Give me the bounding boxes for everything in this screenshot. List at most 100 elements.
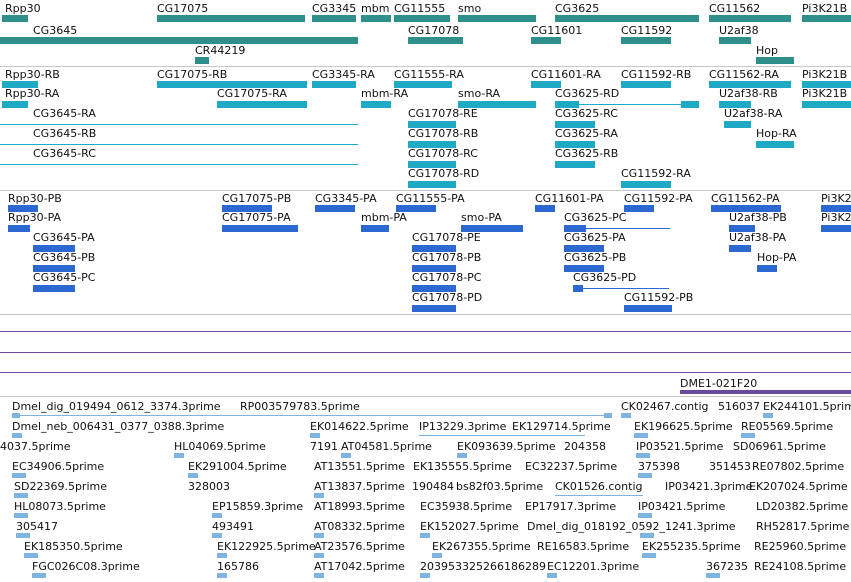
est-label[interactable]: AT04581.5prime bbox=[341, 440, 432, 453]
transcript-bar[interactable] bbox=[361, 101, 391, 108]
gene-label[interactable]: CG11562 bbox=[709, 2, 761, 15]
est-label[interactable]: HL08073.5prime bbox=[14, 500, 106, 513]
est-label[interactable]: 375398 bbox=[638, 460, 680, 473]
gene-bar[interactable] bbox=[408, 37, 463, 44]
gene-bar[interactable] bbox=[361, 15, 391, 22]
est-label[interactable]: EK135555.5prime bbox=[413, 460, 512, 473]
est-bar[interactable] bbox=[217, 553, 227, 558]
protein-label[interactable]: CG3645-PC bbox=[33, 271, 96, 284]
est-label[interactable]: Dmel_dig_018192_0592_1241.3prime bbox=[527, 520, 736, 533]
protein-bar[interactable] bbox=[729, 245, 751, 252]
protein-bar[interactable] bbox=[564, 245, 604, 252]
protein-bar[interactable] bbox=[33, 265, 75, 272]
gene-bar[interactable] bbox=[195, 57, 209, 64]
protein-label[interactable]: Hop-PA bbox=[757, 251, 797, 264]
transcript-bar[interactable] bbox=[719, 101, 751, 108]
transcript-bar[interactable] bbox=[217, 101, 307, 108]
gene-label[interactable]: Pi3K21B bbox=[802, 2, 848, 15]
protein-bar[interactable] bbox=[821, 225, 851, 232]
transcript-label[interactable]: CG17078-RD bbox=[408, 167, 480, 180]
est-bar[interactable] bbox=[604, 413, 612, 418]
protein-label[interactable]: CG3645-PA bbox=[33, 231, 95, 244]
transcript-bar[interactable] bbox=[2, 101, 28, 108]
est-bar[interactable] bbox=[212, 533, 222, 538]
est-label[interactable]: bs82f03.5prime bbox=[456, 480, 544, 493]
protein-bar[interactable] bbox=[535, 205, 555, 212]
est-label[interactable]: AT13837.5prime bbox=[314, 480, 405, 493]
est-label[interactable]: 493491 bbox=[212, 520, 254, 533]
protein-label[interactable]: CG3345-PA bbox=[315, 192, 377, 205]
gene-bar[interactable] bbox=[0, 37, 358, 44]
protein-label[interactable]: Rpp30-PA bbox=[8, 211, 62, 224]
transcript-bar[interactable] bbox=[531, 81, 561, 88]
est-label[interactable]: 190484 bbox=[412, 480, 454, 493]
est-bar[interactable] bbox=[14, 493, 28, 498]
est-label[interactable]: EK244101.5prime bbox=[763, 400, 851, 413]
est-bar[interactable] bbox=[310, 433, 320, 438]
est-label[interactable]: SD22369.5prime bbox=[14, 480, 107, 493]
est-bar[interactable] bbox=[314, 573, 324, 578]
est-label[interactable]: EP17917.3prime bbox=[525, 500, 617, 513]
protein-bar[interactable] bbox=[573, 285, 583, 292]
est-bar[interactable] bbox=[763, 413, 773, 418]
transcript-bar[interactable] bbox=[408, 181, 456, 188]
est-label[interactable]: RE16583.5prime bbox=[537, 540, 630, 553]
est-label[interactable]: IP03421.3prime bbox=[665, 480, 753, 493]
transcript-label[interactable]: CG17078-RC bbox=[408, 147, 478, 160]
protein-bar[interactable] bbox=[412, 245, 456, 252]
est-label[interactable]: RE07802.5prime bbox=[752, 460, 845, 473]
transcript-label[interactable]: CG17075-RB bbox=[157, 68, 228, 81]
protein-bar[interactable] bbox=[412, 285, 456, 292]
protein-bar[interactable] bbox=[461, 225, 523, 232]
transcript-label[interactable]: CG3345-RA bbox=[312, 68, 375, 81]
protein-label[interactable]: CG3625-PC bbox=[564, 211, 627, 224]
gene-bar[interactable] bbox=[802, 15, 851, 22]
protein-label[interactable]: U2af38-PB bbox=[729, 211, 787, 224]
est-bar[interactable] bbox=[432, 553, 442, 558]
est-label[interactable]: EP15859.3prime bbox=[212, 500, 304, 513]
protein-label[interactable]: CG17078-PC bbox=[412, 271, 482, 284]
protein-bar[interactable] bbox=[222, 205, 272, 212]
transcript-bar[interactable] bbox=[621, 181, 671, 188]
est-label[interactable]: 325266 bbox=[462, 560, 504, 573]
transcript-bar[interactable] bbox=[408, 161, 456, 168]
protein-bar[interactable] bbox=[564, 225, 586, 232]
gene-label[interactable]: CG3645 bbox=[33, 24, 78, 37]
transcript-label[interactable]: CG3625-RC bbox=[555, 107, 618, 120]
gene-bar[interactable] bbox=[555, 15, 699, 22]
protein-label[interactable]: Pi3K2 bbox=[821, 211, 851, 224]
est-label[interactable]: RE05569.5prime bbox=[741, 420, 834, 433]
transcript-label[interactable]: U2af38-RB bbox=[719, 87, 778, 100]
protein-bar[interactable] bbox=[564, 265, 604, 272]
est-label[interactable]: AT23576.5prime bbox=[314, 540, 405, 553]
est-bar[interactable] bbox=[32, 573, 46, 578]
est-bar[interactable] bbox=[188, 473, 198, 478]
transcript-label[interactable]: Rpp30-RB bbox=[5, 68, 60, 81]
est-bar[interactable] bbox=[640, 533, 654, 538]
transcript-bar[interactable] bbox=[555, 161, 595, 168]
est-label[interactable]: EC34906.5prime bbox=[12, 460, 105, 473]
transcript-label[interactable]: CG11592-RA bbox=[621, 167, 691, 180]
protein-label[interactable]: Rpp30-PB bbox=[8, 192, 62, 205]
est-label[interactable]: RH52817.5prime bbox=[756, 520, 850, 533]
est-bar[interactable] bbox=[174, 453, 184, 458]
gene-bar[interactable] bbox=[458, 15, 536, 22]
est-label[interactable]: 4037.5prime bbox=[0, 440, 71, 453]
protein-label[interactable]: CG11555-PA bbox=[396, 192, 465, 205]
est-label[interactable]: EK014622.5prime bbox=[310, 420, 409, 433]
transcript-label[interactable]: CG11592-RB bbox=[621, 68, 692, 81]
protein-bar[interactable] bbox=[624, 305, 672, 312]
protein-bar[interactable] bbox=[315, 205, 355, 212]
protein-bar[interactable] bbox=[821, 205, 851, 212]
est-label[interactable]: Dmel_neb_006431_0377_0388.3prime bbox=[12, 420, 225, 433]
est-label[interactable]: LD20382.5prime bbox=[756, 500, 849, 513]
est-label[interactable]: EC35938.5prime bbox=[420, 500, 513, 513]
est-label[interactable]: 351453 bbox=[709, 460, 751, 473]
protein-bar[interactable] bbox=[8, 205, 38, 212]
transcript-bar[interactable] bbox=[802, 101, 851, 108]
gene-label[interactable]: Rpp30 bbox=[5, 2, 41, 15]
transcript-bar[interactable] bbox=[458, 101, 536, 108]
gene-label[interactable]: CG17078 bbox=[408, 24, 460, 37]
transcript-bar[interactable] bbox=[709, 81, 791, 88]
clone-bar[interactable] bbox=[680, 390, 851, 394]
